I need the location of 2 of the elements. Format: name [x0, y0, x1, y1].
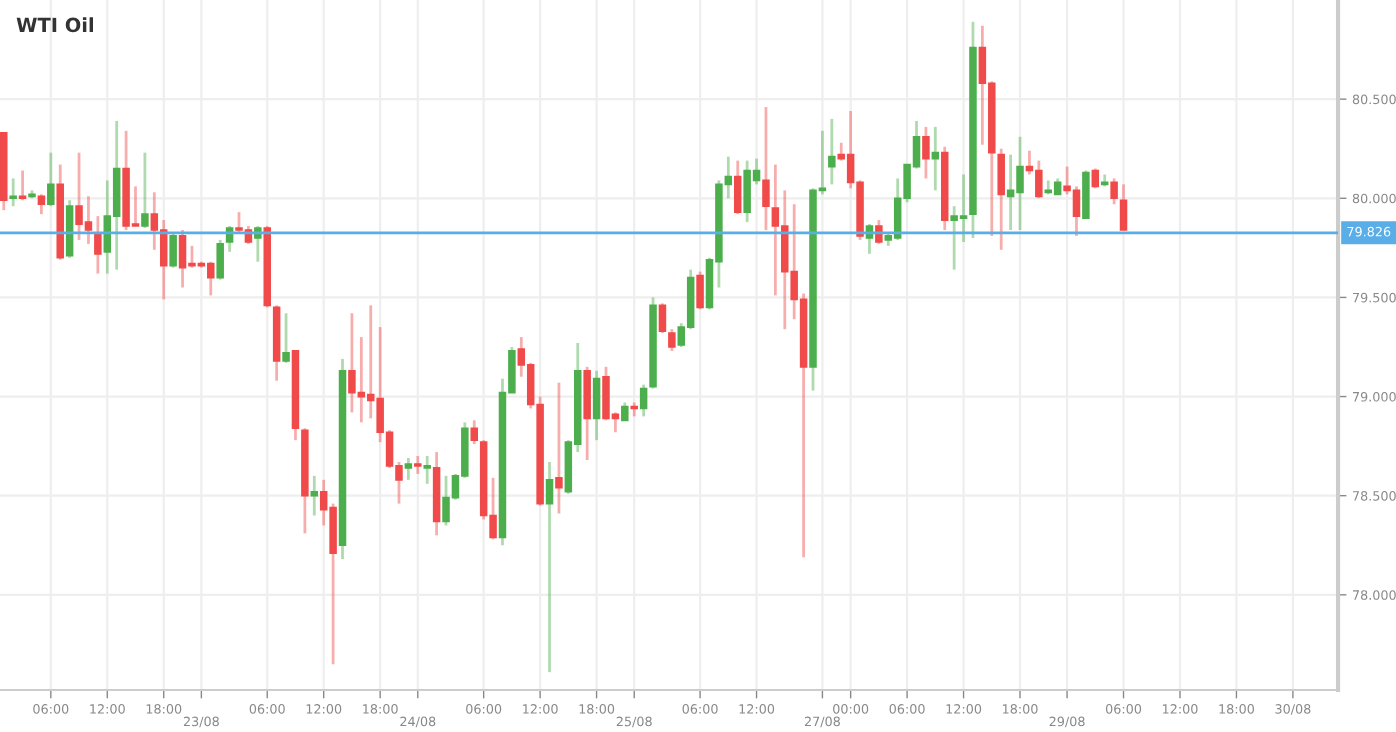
text: WTI Oil — [16, 17, 93, 33]
candlestick — [1082, 169, 1090, 220]
